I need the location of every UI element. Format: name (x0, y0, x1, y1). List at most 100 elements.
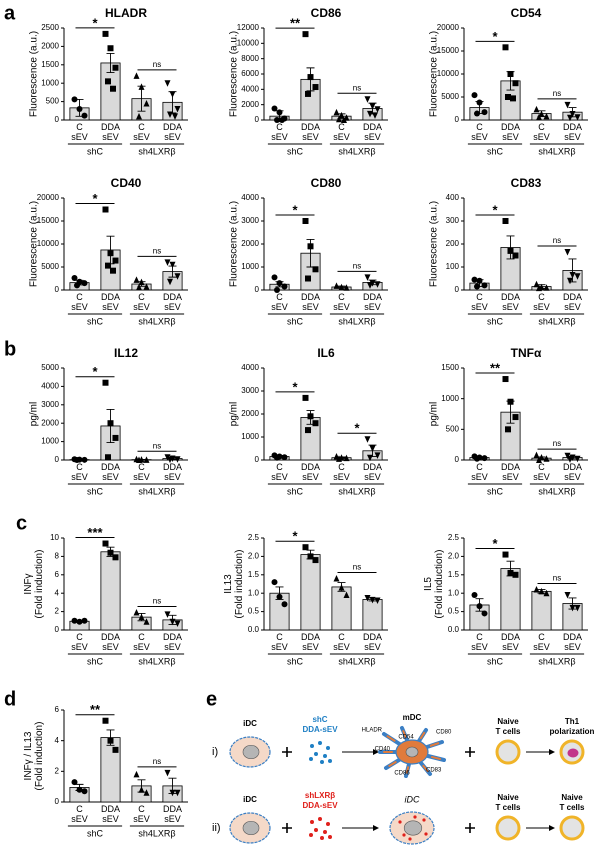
panel-label: e (206, 688, 217, 710)
data-point (305, 427, 311, 434)
chart-title: TNFα (511, 346, 542, 360)
data-point (138, 786, 145, 793)
x-tick-label: DDA sEV (501, 462, 520, 482)
x-tick-label: DDA sEV (501, 292, 520, 312)
x-tick-label: DDA sEV (563, 462, 582, 482)
significance-label: ns (553, 439, 561, 448)
x-tick-label: DDA sEV (101, 632, 120, 652)
vesicle (320, 760, 324, 764)
data-point (133, 770, 140, 778)
data-point (338, 283, 345, 291)
data-point (536, 456, 542, 463)
group-label: shC (287, 656, 304, 666)
data-point (502, 376, 509, 383)
y-tick-label: 4 (55, 588, 60, 597)
bar (362, 599, 383, 631)
data-point (71, 779, 78, 786)
vesicle (309, 833, 313, 837)
marker-label: CD80 (436, 730, 452, 736)
marker-label: HLADR (362, 728, 383, 734)
data-point (474, 110, 480, 117)
data-point (138, 83, 145, 90)
data-point (276, 109, 283, 116)
data-point (364, 436, 371, 443)
data-point (533, 105, 540, 113)
y-tick-label: 1.0 (448, 588, 460, 597)
y-tick-label: 6000 (241, 69, 259, 78)
data-point (567, 456, 573, 463)
significance-label: ns (553, 89, 561, 98)
plus-sign (465, 823, 475, 833)
plus-sign (465, 747, 475, 757)
data-point (312, 420, 319, 427)
data-point (481, 455, 488, 462)
data-point (302, 544, 309, 551)
data-point (136, 283, 142, 291)
significance-label: *** (87, 525, 103, 540)
data-point (341, 116, 347, 123)
outcome-cell (559, 815, 585, 841)
y-tick-label: 10000 (37, 239, 60, 248)
group-label: shC (487, 146, 504, 156)
data-point (569, 111, 576, 118)
data-point (569, 604, 576, 612)
panel-label: c (16, 512, 27, 534)
data-point (343, 454, 350, 462)
y-tick-label: 5000 (41, 262, 59, 271)
y-axis-label: Fluorescence (a.u.) (229, 201, 240, 287)
data-point (143, 789, 150, 796)
vesicle (318, 741, 322, 745)
significance-label: * (292, 529, 298, 544)
data-point (169, 789, 176, 797)
data-point (505, 426, 511, 433)
nucleus (403, 820, 423, 836)
y-tick-label: 200 (446, 239, 460, 248)
marker-spike (430, 755, 442, 761)
y-tick-label: 2.0 (248, 552, 260, 561)
group-label: shC (87, 146, 104, 156)
data-point (143, 456, 150, 463)
tcell-label: T cells (496, 803, 521, 812)
data-point (538, 587, 545, 595)
data-point (533, 451, 540, 459)
x-tick-label: DDA sEV (101, 804, 120, 824)
data-point (174, 789, 181, 797)
data-point (367, 110, 373, 118)
data-point (476, 99, 483, 106)
y-tick-label: 1000 (41, 437, 59, 446)
data-point (312, 266, 319, 273)
data-point (512, 80, 519, 87)
plus-sign (282, 823, 292, 833)
y-tick-label: 4000 (241, 363, 259, 372)
data-point (505, 94, 511, 100)
x-tick-label: DDA sEV (301, 292, 320, 312)
data-point (133, 609, 140, 616)
panel-label: b (4, 338, 16, 360)
start-label: iDC (243, 719, 257, 728)
y-tick-label: 2000 (241, 239, 259, 248)
x-tick-label: DDA sEV (563, 292, 582, 312)
data-point (333, 574, 340, 582)
data-point (343, 284, 350, 291)
data-point (343, 591, 350, 599)
tcell (495, 815, 521, 841)
vesicle (314, 828, 318, 832)
y-tick-label: 1000 (41, 78, 59, 87)
x-tick-label: DDA sEV (163, 292, 182, 312)
y-axis-label: Fluorescence (a.u.) (229, 31, 240, 117)
data-point (574, 114, 581, 121)
data-point (271, 105, 278, 112)
result-label: iDC (405, 794, 420, 804)
y-axis-label: pg/ml (429, 402, 440, 426)
data-point (305, 275, 311, 282)
group-label: sh4LXRβ (138, 146, 175, 156)
y-tick-label: 100 (446, 262, 460, 271)
y-tick-label: 2000 (41, 42, 59, 51)
data-point (274, 117, 280, 123)
